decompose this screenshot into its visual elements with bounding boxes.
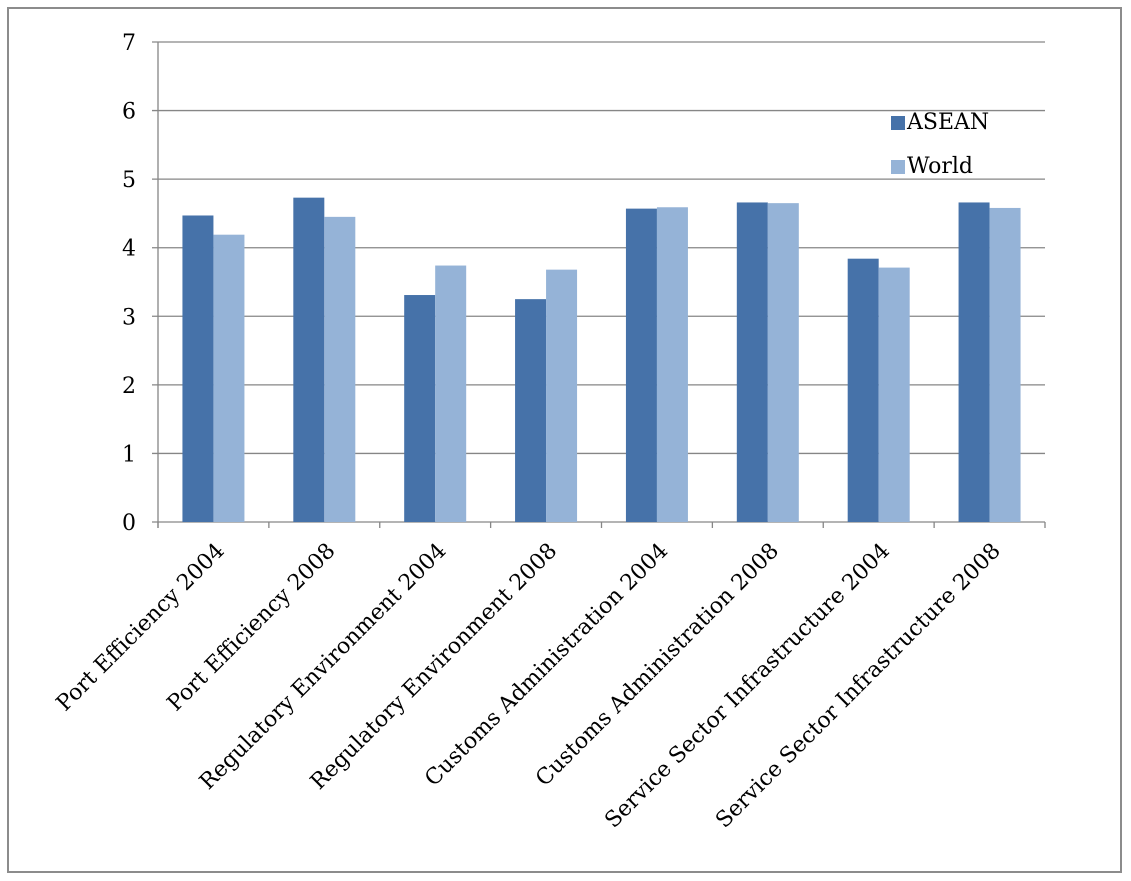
x-tick-label: Customs Administration 2008 xyxy=(531,539,784,792)
bar-world-8 xyxy=(989,207,1021,522)
bar-asean-8 xyxy=(958,202,990,522)
bar-asean-3 xyxy=(404,295,436,522)
bar-asean-6 xyxy=(736,202,768,522)
legend-swatch-asean xyxy=(891,116,905,130)
axes xyxy=(157,42,1046,528)
chart-frame: 0 1 2 3 4 5 6 7 Port Efficiency 2004 Port Effici… xyxy=(7,7,1122,873)
legend-label-world: World xyxy=(907,154,973,179)
legend: ASEAN World xyxy=(891,110,989,179)
y-tick-labels: 0 1 2 3 4 5 6 7 xyxy=(122,31,136,536)
y-tick-label: 6 xyxy=(122,100,136,125)
y-tick-label: 2 xyxy=(122,374,136,399)
y-tick-label: 0 xyxy=(122,511,136,536)
x-tick-label: Regulatory Environment 2004 xyxy=(195,539,451,795)
y-tick-label: 1 xyxy=(122,442,136,467)
x-tick-label: Customs Administration 2004 xyxy=(420,539,673,792)
bar-world-7 xyxy=(878,267,910,522)
bar-world-2 xyxy=(324,216,356,522)
bar-world-3 xyxy=(435,265,467,522)
bar-asean-2 xyxy=(293,197,325,522)
bar-asean-4 xyxy=(515,299,547,522)
y-tick-label: 4 xyxy=(122,237,136,262)
bar-world-5 xyxy=(656,207,688,522)
y-tick-label: 3 xyxy=(122,305,136,330)
bar-asean-7 xyxy=(847,258,879,522)
x-tick-label: Regulatory Environment 2008 xyxy=(306,539,562,795)
bars xyxy=(182,197,1021,522)
bar-asean-5 xyxy=(625,208,657,522)
bar-asean-1 xyxy=(182,215,214,522)
legend-swatch-world xyxy=(891,160,905,174)
bar-world-6 xyxy=(767,203,799,522)
y-tick-label: 5 xyxy=(122,168,136,193)
bar-world-4 xyxy=(546,269,578,522)
legend-label-asean: ASEAN xyxy=(906,110,989,135)
y-tick-label: 7 xyxy=(122,31,136,56)
bar-world-1 xyxy=(213,234,245,522)
